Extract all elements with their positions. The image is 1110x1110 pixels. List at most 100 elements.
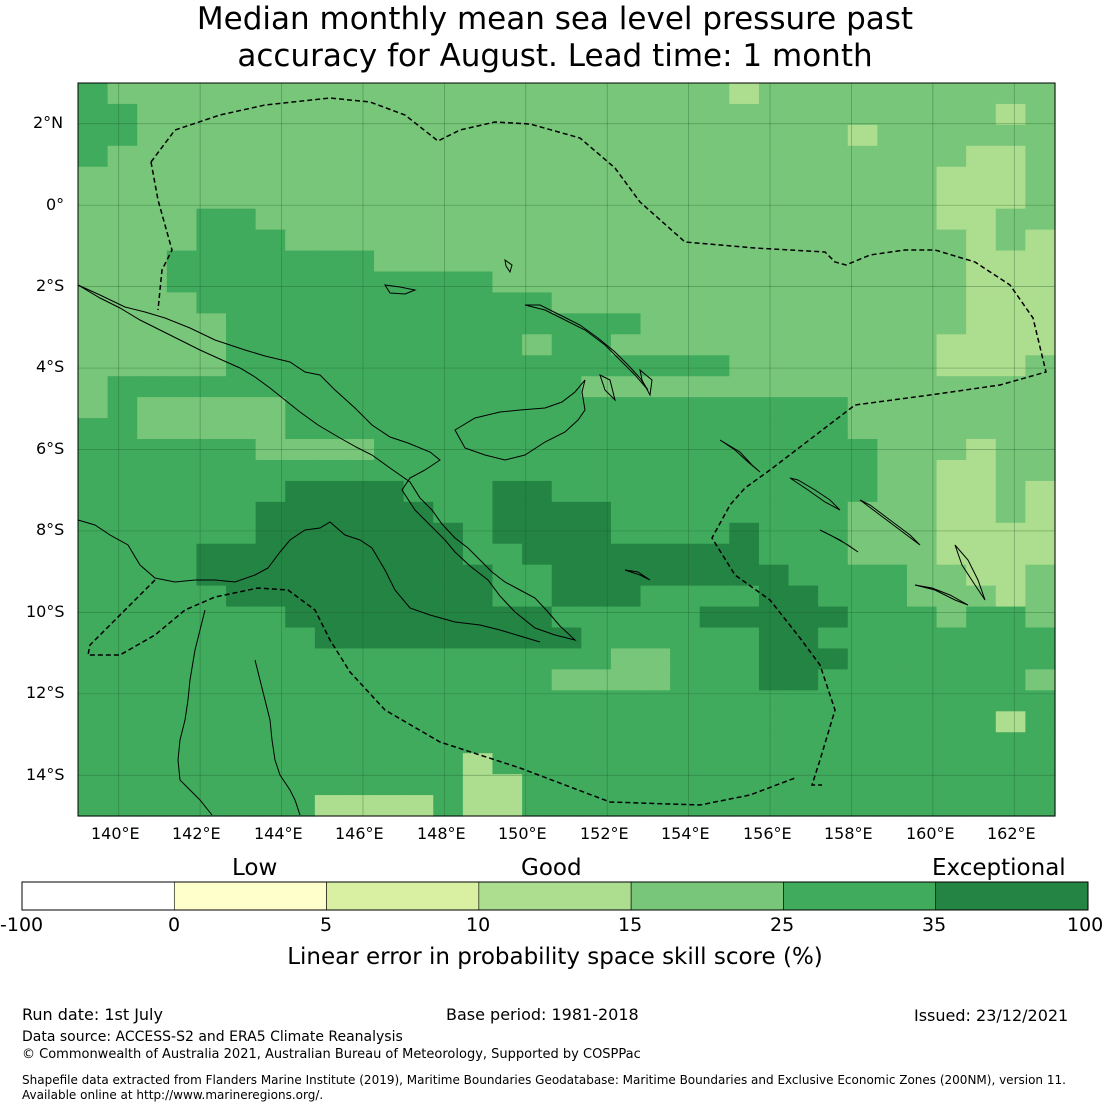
skill-cell	[906, 229, 938, 252]
skill-cell	[699, 376, 730, 398]
eez-boundary	[87, 97, 1047, 806]
skill-cell	[226, 376, 257, 398]
skill-cell	[196, 627, 227, 650]
skill-cell	[374, 585, 405, 608]
shapefile-credit-1: Shapefile data extracted from Flanders M…	[22, 1073, 1066, 1087]
skill-cell	[551, 376, 582, 398]
skill-cell	[788, 501, 819, 524]
skill-cell	[906, 187, 938, 210]
skill-cell	[758, 124, 790, 147]
skill-cell	[788, 606, 819, 629]
skill-cell	[433, 501, 464, 524]
skill-cell	[640, 480, 671, 503]
skill-cell	[1025, 669, 1056, 691]
skill-cell	[670, 397, 701, 419]
skill-cell	[788, 187, 819, 210]
skill-cell	[966, 313, 997, 335]
skill-cell	[226, 480, 257, 503]
skill-cell	[818, 250, 849, 273]
skill-cell	[403, 522, 434, 545]
skill-cell	[906, 690, 938, 712]
skill-cell	[522, 459, 553, 482]
skill-cell	[403, 543, 434, 566]
skill-cell	[1025, 753, 1056, 775]
skill-cell	[995, 145, 1026, 168]
skill-cell	[788, 166, 819, 189]
skill-cell	[758, 627, 790, 650]
skill-cell	[492, 585, 523, 608]
skill-cell	[492, 145, 523, 168]
skill-cell	[699, 774, 730, 796]
skill-cell	[78, 124, 109, 147]
title-line-1: Median monthly mean sea level pressure p…	[196, 1, 914, 37]
skill-cell	[818, 522, 849, 545]
skill-cell	[196, 564, 227, 587]
skill-cell	[995, 83, 1026, 105]
skill-cell	[107, 732, 138, 754]
skill-cell	[196, 795, 227, 817]
skill-cell	[581, 459, 612, 482]
skill-cell	[166, 334, 198, 356]
skill-cell	[462, 397, 494, 419]
skill-cell	[137, 606, 168, 629]
skill-cell	[196, 83, 227, 105]
skill-cell	[166, 103, 198, 126]
map-frame	[77, 82, 1056, 817]
skill-cell	[344, 711, 375, 733]
skill-cell	[877, 250, 908, 273]
skill-cell	[640, 522, 671, 545]
skill-cell	[344, 145, 375, 168]
skill-cell	[847, 732, 878, 754]
skill-cell	[847, 501, 878, 524]
skill-cell	[78, 585, 109, 608]
skill-cell	[551, 459, 582, 482]
skill-cell	[847, 606, 878, 629]
skill-cell	[403, 753, 434, 775]
skill-cell	[847, 397, 878, 419]
skill-cell	[936, 501, 967, 524]
skill-cell	[226, 543, 257, 566]
skill-cell	[403, 648, 434, 670]
skill-cell	[995, 313, 1026, 335]
skill-cell	[729, 501, 760, 524]
lon-label: 160°E	[906, 824, 955, 843]
skill-cell	[610, 145, 642, 168]
skill-cell	[166, 271, 198, 294]
skill-cell	[847, 187, 878, 210]
lat-label: 0°	[46, 195, 65, 214]
skill-cell	[285, 501, 316, 524]
skill-cell	[522, 753, 553, 775]
skill-cell	[107, 208, 138, 231]
skill-cell	[729, 711, 760, 733]
skill-cell	[847, 250, 878, 273]
skill-cell	[610, 480, 642, 503]
skill-cell	[255, 250, 286, 273]
skill-cell	[788, 292, 819, 314]
skill-cell	[285, 480, 316, 503]
skill-cell	[403, 501, 434, 524]
skill-cell	[966, 795, 997, 817]
skill-cell	[670, 187, 701, 210]
skill-cell	[285, 418, 316, 440]
skill-cell	[551, 334, 582, 356]
skill-cell	[226, 585, 257, 608]
skill-cell	[314, 439, 346, 461]
skill-cell	[314, 753, 346, 775]
skill-cell	[403, 376, 434, 398]
skill-cell	[758, 103, 790, 126]
skill-cell	[966, 669, 997, 691]
skill-cell	[255, 145, 286, 168]
skill-cell	[226, 124, 257, 147]
skill-cell	[166, 83, 198, 105]
skill-cell	[640, 208, 671, 231]
skill-cell	[581, 732, 612, 754]
skill-cell	[433, 543, 464, 566]
skill-cell	[551, 83, 582, 105]
skill-cell	[462, 732, 494, 754]
skill-cell	[78, 732, 109, 754]
skill-cell	[344, 313, 375, 335]
skill-cell	[758, 355, 790, 377]
skill-cell	[78, 669, 109, 691]
skill-cell	[137, 732, 168, 754]
skill-cell	[78, 271, 109, 294]
